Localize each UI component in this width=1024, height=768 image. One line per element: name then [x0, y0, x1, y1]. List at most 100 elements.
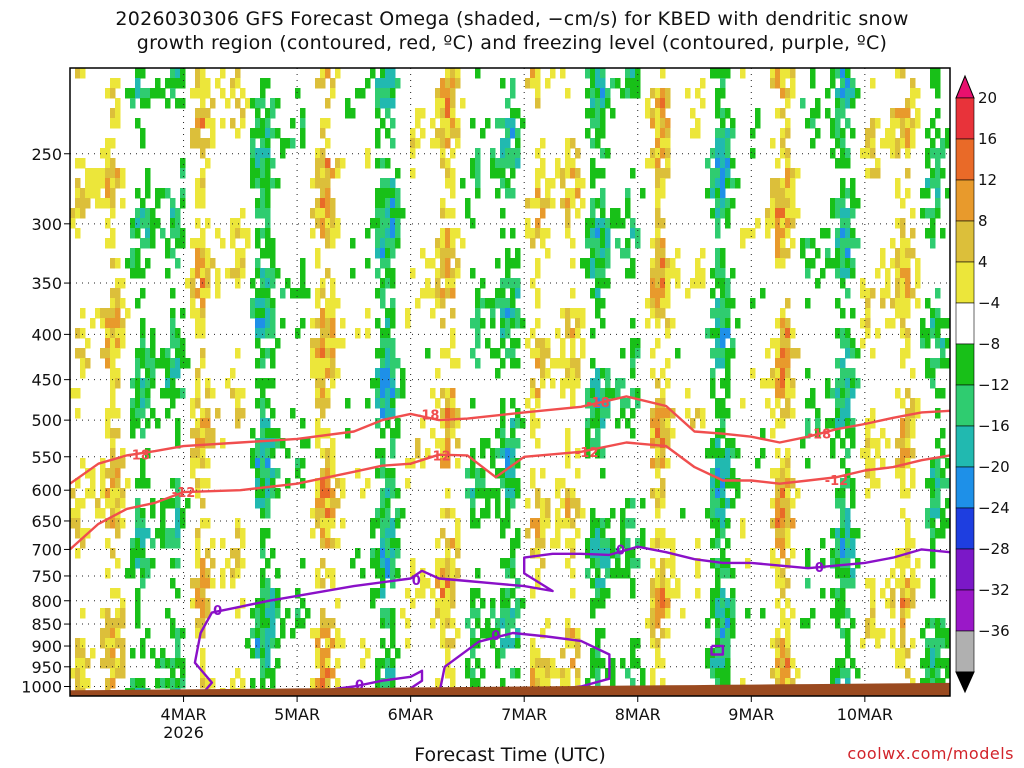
- omega-cell: [845, 208, 851, 219]
- omega-cell: [190, 88, 196, 99]
- omega-cell: [350, 558, 356, 569]
- omega-cell: [410, 148, 416, 159]
- omega-cell: [185, 278, 191, 289]
- omega-cell: [600, 268, 606, 279]
- omega-cell: [320, 498, 326, 509]
- omega-cell: [650, 628, 656, 639]
- omega-cell: [70, 508, 76, 519]
- omega-cell: [320, 658, 326, 669]
- omega-cell: [155, 188, 161, 199]
- omega-cell: [130, 88, 136, 99]
- omega-cell: [315, 78, 321, 89]
- omega-cell: [870, 348, 876, 359]
- omega-cell: [80, 358, 86, 369]
- omega-cell: [940, 658, 946, 669]
- omega-cell: [255, 478, 261, 489]
- omega-cell: [295, 608, 301, 619]
- omega-cell: [720, 128, 726, 139]
- omega-cell: [310, 528, 316, 539]
- omega-cell: [295, 458, 301, 469]
- omega-cell: [120, 298, 126, 309]
- omega-cell: [730, 498, 736, 509]
- omega-cell: [495, 258, 501, 269]
- omega-cell: [450, 148, 456, 159]
- omega-cell: [160, 188, 166, 199]
- omega-cell: [110, 358, 116, 369]
- omega-cell: [445, 548, 451, 559]
- omega-cell: [840, 228, 846, 239]
- omega-cell: [205, 678, 211, 689]
- omega-cell: [845, 268, 851, 279]
- omega-cell: [355, 548, 361, 559]
- omega-cell: [250, 178, 256, 189]
- omega-cell: [895, 468, 901, 479]
- omega-cell: [170, 338, 176, 349]
- omega-cell: [900, 458, 906, 469]
- omega-cell: [265, 668, 271, 679]
- omega-cell: [725, 68, 731, 79]
- omega-cell: [500, 418, 506, 429]
- omega-cell: [260, 478, 266, 489]
- omega-cell: [720, 208, 726, 219]
- omega-cell: [265, 148, 271, 159]
- omega-cell: [240, 108, 246, 119]
- omega-cell: [260, 438, 266, 449]
- omega-cell: [720, 348, 726, 359]
- omega-cell: [655, 188, 661, 199]
- omega-cell: [260, 138, 266, 149]
- omega-cell: [395, 208, 401, 219]
- omega-cell: [320, 168, 326, 179]
- omega-cell: [195, 478, 201, 489]
- omega-cell: [315, 428, 321, 439]
- omega-cell: [240, 598, 246, 609]
- omega-cell: [650, 348, 656, 359]
- omega-cell: [315, 648, 321, 659]
- omega-cell: [600, 148, 606, 159]
- omega-cell: [445, 668, 451, 679]
- omega-cell: [270, 358, 276, 369]
- omega-cell: [935, 288, 941, 299]
- omega-cell: [845, 668, 851, 679]
- omega-cell: [140, 268, 146, 279]
- omega-cell: [390, 248, 396, 259]
- omega-cell: [455, 518, 461, 529]
- omega-cell: [205, 278, 211, 289]
- omega-cell: [910, 588, 916, 599]
- omega-cell: [100, 178, 106, 189]
- omega-cell: [320, 628, 326, 639]
- omega-cell: [650, 588, 656, 599]
- omega-cell: [700, 268, 706, 279]
- omega-cell: [595, 598, 601, 609]
- omega-cell: [850, 428, 856, 439]
- omega-cell: [475, 188, 481, 199]
- omega-cell: [250, 98, 256, 109]
- omega-cell: [375, 288, 381, 299]
- omega-cell: [765, 378, 771, 389]
- omega-cell: [555, 158, 561, 169]
- omega-cell: [450, 168, 456, 179]
- omega-cell: [880, 628, 886, 639]
- omega-cell: [630, 388, 636, 399]
- omega-cell: [575, 368, 581, 379]
- omega-cell: [780, 138, 786, 149]
- omega-cell: [375, 138, 381, 149]
- omega-cell: [565, 618, 571, 629]
- omega-cell: [200, 618, 206, 629]
- omega-cell: [320, 398, 326, 409]
- omega-cell: [470, 608, 476, 619]
- omega-cell: [255, 238, 261, 249]
- omega-cell: [715, 228, 721, 239]
- omega-cell: [930, 168, 936, 179]
- omega-cell: [390, 88, 396, 99]
- omega-cell: [480, 478, 486, 489]
- omega-cell: [805, 428, 811, 439]
- omega-cell: [365, 398, 371, 409]
- credit-link[interactable]: coolwx.com/models: [847, 744, 1014, 763]
- omega-cell: [530, 428, 536, 439]
- omega-cell: [370, 518, 376, 529]
- omega-cell: [575, 528, 581, 539]
- omega-cell: [145, 168, 151, 179]
- omega-cell: [655, 108, 661, 119]
- omega-cell: [715, 208, 721, 219]
- omega-cell: [205, 138, 211, 149]
